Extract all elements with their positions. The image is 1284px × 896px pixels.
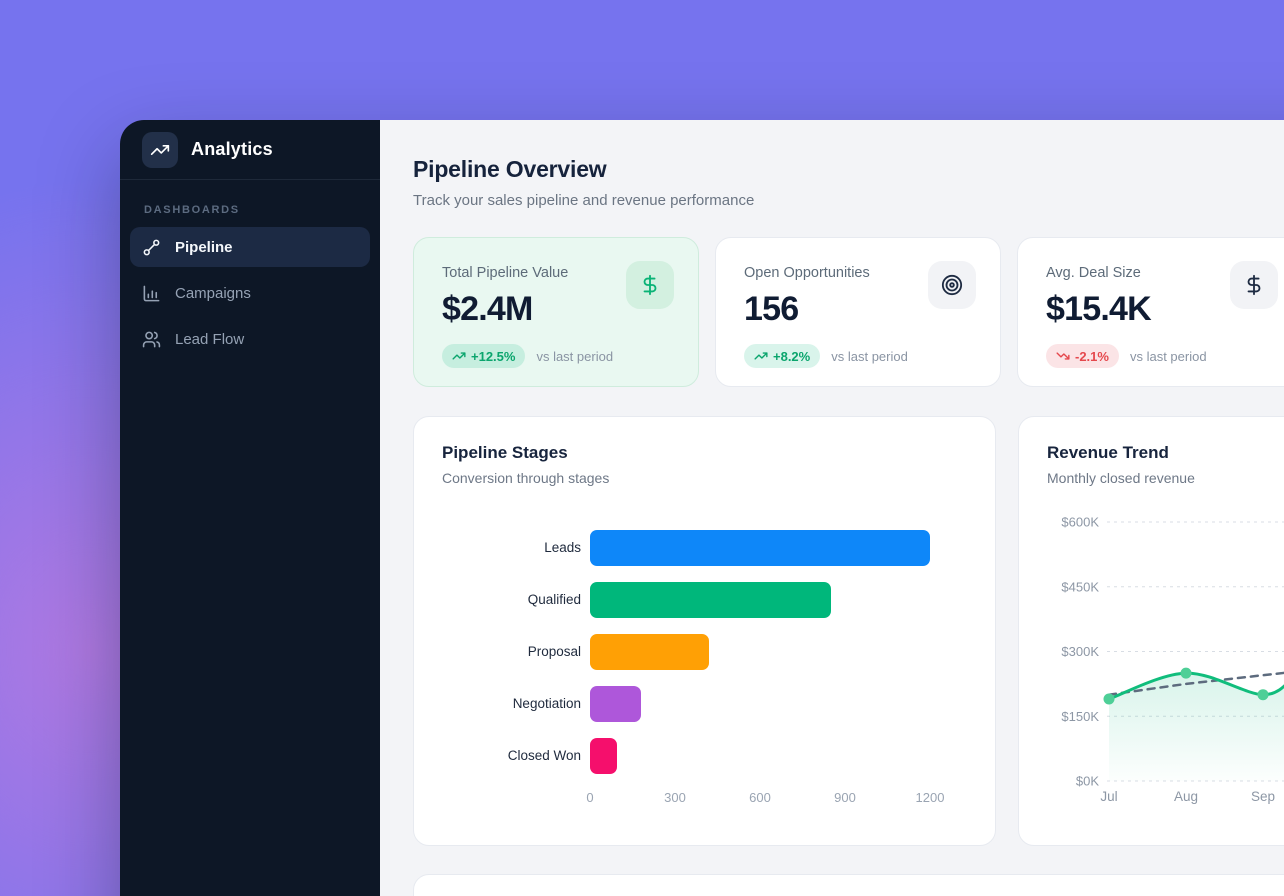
bar-category-label: Leads bbox=[544, 540, 581, 556]
sidebar-item-campaigns[interactable]: Campaigns bbox=[130, 273, 370, 313]
x-tick-label: 600 bbox=[749, 790, 771, 805]
bar-category-label: Negotiation bbox=[512, 696, 581, 712]
x-tick-label: 300 bbox=[664, 790, 686, 805]
x-tick-label: 900 bbox=[834, 790, 856, 805]
bar-row-negotiation: Negotiation bbox=[442, 686, 967, 722]
actual-series-line[interactable] bbox=[1107, 671, 1284, 701]
bar-x-axis: 0 300 600 900 1200 bbox=[442, 790, 967, 808]
bottom-card-partial bbox=[413, 874, 1284, 896]
bar-leads[interactable] bbox=[590, 530, 930, 566]
brand-title: Analytics bbox=[191, 139, 273, 159]
bar-row-closed-won: Closed Won bbox=[442, 738, 967, 774]
sidebar-nav: Pipeline Campaigns Lead Flow bbox=[120, 227, 380, 359]
compare-label: vs last period bbox=[1129, 348, 1207, 364]
actual-series-area bbox=[1109, 673, 1284, 781]
revenue-trend-line-chart: $0K $150K $300K $450K $600K Jul Aug Sep bbox=[1047, 506, 1284, 817]
delta-badge: +8.2% bbox=[744, 344, 821, 368]
trending-up-icon bbox=[754, 352, 768, 360]
sidebar: Analytics DASHBOARDS Pipeline Campaigns bbox=[120, 120, 380, 896]
trending-down-icon bbox=[1056, 352, 1070, 360]
stat-value: $2.4M bbox=[442, 290, 533, 328]
chart-title: Pipeline Stages bbox=[442, 443, 568, 462]
pipeline-stages-bar-chart: Leads Qualified Proposal Negotiation Closed … bbox=[442, 530, 967, 808]
bar-proposal[interactable] bbox=[590, 634, 709, 670]
data-point-jul[interactable] bbox=[1103, 693, 1115, 705]
bar-closed-won[interactable] bbox=[590, 738, 617, 774]
delta-badge: -2.1% bbox=[1046, 344, 1119, 368]
x-tick-label: Aug bbox=[1174, 789, 1198, 804]
stat-label: Total Pipeline Value bbox=[442, 265, 569, 281]
dollar-icon bbox=[626, 261, 674, 309]
bar-row-proposal: Proposal bbox=[442, 634, 967, 670]
sidebar-item-label: Campaigns bbox=[175, 284, 251, 302]
y-tick-label: $0K bbox=[1076, 774, 1099, 789]
chart-subtitle: Conversion through stages bbox=[442, 470, 610, 486]
x-tick-label: 1200 bbox=[915, 790, 945, 805]
stat-card-total-pipeline-value: Total Pipeline Value $2.4M +12.5% vs las… bbox=[413, 237, 699, 387]
target-series-line[interactable] bbox=[1107, 671, 1284, 696]
sidebar-item-pipeline[interactable]: Pipeline bbox=[130, 227, 370, 267]
x-tick-label: 0 bbox=[586, 790, 594, 805]
bar-category-label: Qualified bbox=[527, 592, 581, 608]
compare-label: vs last period bbox=[536, 348, 614, 364]
trending-up-icon bbox=[150, 144, 170, 155]
y-tick-label: $600K bbox=[1061, 515, 1099, 530]
waypoints-icon bbox=[143, 239, 160, 255]
stat-label: Open Opportunities bbox=[744, 265, 870, 281]
chart-title: Revenue Trend bbox=[1047, 443, 1169, 462]
stats-row: Total Pipeline Value $2.4M +12.5% vs las… bbox=[413, 237, 1284, 387]
bar-row-qualified: Qualified bbox=[442, 582, 967, 618]
y-tick-label: $150K bbox=[1061, 709, 1099, 724]
revenue-trend-svg: $0K $150K $300K $450K $600K Jul Aug Sep bbox=[1061, 515, 1284, 804]
x-tick-label: Sep bbox=[1251, 789, 1275, 804]
sidebar-item-label: Lead Flow bbox=[175, 330, 245, 348]
pipeline-stages-card: Pipeline Stages Conversion through stage… bbox=[413, 416, 996, 846]
charts-row: Pipeline Stages Conversion through stage… bbox=[413, 416, 1284, 846]
stat-card-open-opportunities: Open Opportunities 156 +8.2% vs last per… bbox=[715, 237, 1001, 387]
x-tick-label: Jul bbox=[1100, 789, 1117, 804]
bar-category-label: Closed Won bbox=[507, 748, 581, 764]
target-icon bbox=[928, 261, 976, 309]
data-point-sep[interactable] bbox=[1257, 689, 1269, 701]
sidebar-item-label: Pipeline bbox=[175, 238, 233, 256]
stat-value: $15.4K bbox=[1046, 290, 1152, 328]
delta-badge: +12.5% bbox=[442, 344, 526, 368]
y-tick-label: $450K bbox=[1061, 579, 1099, 594]
stat-label: Avg. Deal Size bbox=[1046, 265, 1141, 281]
page-subtitle: Track your sales pipeline and revenue pe… bbox=[413, 192, 755, 209]
bar-chart-icon bbox=[143, 285, 160, 301]
bar-category-label: Proposal bbox=[527, 644, 581, 660]
bar-negotiation[interactable] bbox=[590, 686, 641, 722]
page-title: Pipeline Overview bbox=[413, 156, 607, 182]
data-point-aug[interactable] bbox=[1180, 667, 1192, 679]
app-window: Analytics DASHBOARDS Pipeline Campaigns bbox=[120, 120, 1284, 896]
sidebar-header: Analytics bbox=[120, 120, 380, 180]
y-tick-label: $300K bbox=[1061, 644, 1099, 659]
bar-row-leads: Leads bbox=[442, 530, 967, 566]
sidebar-section-label: DASHBOARDS bbox=[144, 204, 240, 216]
chart-subtitle: Monthly closed revenue bbox=[1047, 470, 1195, 486]
dollar-icon bbox=[1230, 261, 1278, 309]
analytics-logo-icon bbox=[142, 131, 178, 168]
stat-value: 156 bbox=[744, 290, 799, 328]
bar-qualified[interactable] bbox=[590, 582, 831, 618]
stat-card-avg-deal-size: Avg. Deal Size $15.4K -2.1% vs last peri… bbox=[1017, 237, 1284, 387]
sidebar-item-lead-flow[interactable]: Lead Flow bbox=[130, 319, 370, 359]
revenue-trend-card: Revenue Trend Monthly closed revenue $0K… bbox=[1018, 416, 1284, 846]
trending-up-icon bbox=[452, 352, 466, 360]
compare-label: vs last period bbox=[831, 348, 908, 364]
main-content: Pipeline Overview Track your sales pipel… bbox=[380, 120, 1284, 896]
users-icon bbox=[142, 331, 161, 347]
